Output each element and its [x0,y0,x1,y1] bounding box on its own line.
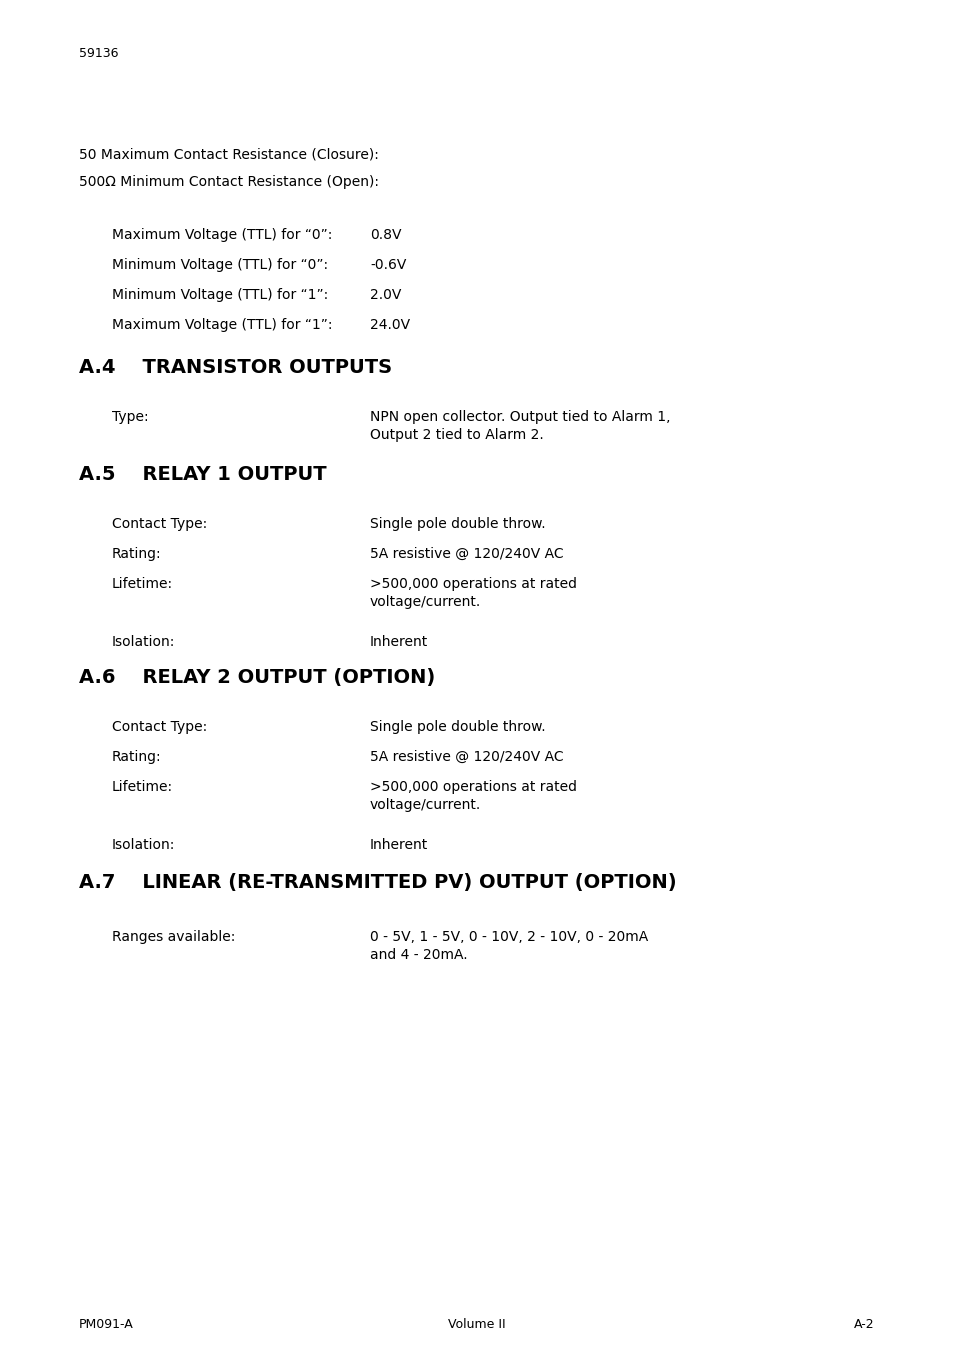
Text: Inherent: Inherent [370,838,428,852]
Text: voltage/current.: voltage/current. [370,798,480,812]
Text: 2.0V: 2.0V [370,288,401,303]
Text: and 4 - 20mA.: and 4 - 20mA. [370,948,467,962]
Text: Volume II: Volume II [448,1319,505,1331]
Text: Type:: Type: [112,409,149,424]
Text: NPN open collector. Output tied to Alarm 1,: NPN open collector. Output tied to Alarm… [370,409,670,424]
Text: Rating:: Rating: [112,547,161,561]
Text: A.4    TRANSISTOR OUTPUTS: A.4 TRANSISTOR OUTPUTS [79,358,392,377]
Text: 5A resistive @ 120/240V AC: 5A resistive @ 120/240V AC [370,750,563,765]
Text: Isolation:: Isolation: [112,838,175,852]
Text: voltage/current.: voltage/current. [370,594,480,609]
Text: A.6    RELAY 2 OUTPUT (OPTION): A.6 RELAY 2 OUTPUT (OPTION) [79,667,435,688]
Text: A-2: A-2 [854,1319,874,1331]
Text: Ranges available:: Ranges available: [112,929,235,944]
Text: 0 - 5V, 1 - 5V, 0 - 10V, 2 - 10V, 0 - 20mA: 0 - 5V, 1 - 5V, 0 - 10V, 2 - 10V, 0 - 20… [370,929,648,944]
Text: Lifetime:: Lifetime: [112,780,172,794]
Text: 500Ω Minimum Contact Resistance (Open):: 500Ω Minimum Contact Resistance (Open): [79,176,378,189]
Text: A.5    RELAY 1 OUTPUT: A.5 RELAY 1 OUTPUT [79,465,326,484]
Text: Contact Type:: Contact Type: [112,720,207,734]
Text: -0.6V: -0.6V [370,258,406,272]
Text: Rating:: Rating: [112,750,161,765]
Text: 5A resistive @ 120/240V AC: 5A resistive @ 120/240V AC [370,547,563,561]
Text: Maximum Voltage (TTL) for “0”:: Maximum Voltage (TTL) for “0”: [112,228,332,242]
Text: >500,000 operations at rated: >500,000 operations at rated [370,780,577,794]
Text: Isolation:: Isolation: [112,635,175,648]
Text: Inherent: Inherent [370,635,428,648]
Text: Minimum Voltage (TTL) for “1”:: Minimum Voltage (TTL) for “1”: [112,288,328,303]
Text: Maximum Voltage (TTL) for “1”:: Maximum Voltage (TTL) for “1”: [112,317,333,332]
Text: Contact Type:: Contact Type: [112,517,207,531]
Text: Output 2 tied to Alarm 2.: Output 2 tied to Alarm 2. [370,428,543,442]
Text: >500,000 operations at rated: >500,000 operations at rated [370,577,577,590]
Text: Single pole double throw.: Single pole double throw. [370,517,545,531]
Text: PM091-A: PM091-A [79,1319,133,1331]
Text: Single pole double throw.: Single pole double throw. [370,720,545,734]
Text: Lifetime:: Lifetime: [112,577,172,590]
Text: 59136: 59136 [79,47,118,59]
Text: Minimum Voltage (TTL) for “0”:: Minimum Voltage (TTL) for “0”: [112,258,328,272]
Text: 50 Maximum Contact Resistance (Closure):: 50 Maximum Contact Resistance (Closure): [79,149,378,162]
Text: 24.0V: 24.0V [370,317,410,332]
Text: 0.8V: 0.8V [370,228,401,242]
Text: A.7    LINEAR (RE-TRANSMITTED PV) OUTPUT (OPTION): A.7 LINEAR (RE-TRANSMITTED PV) OUTPUT (O… [79,873,676,892]
